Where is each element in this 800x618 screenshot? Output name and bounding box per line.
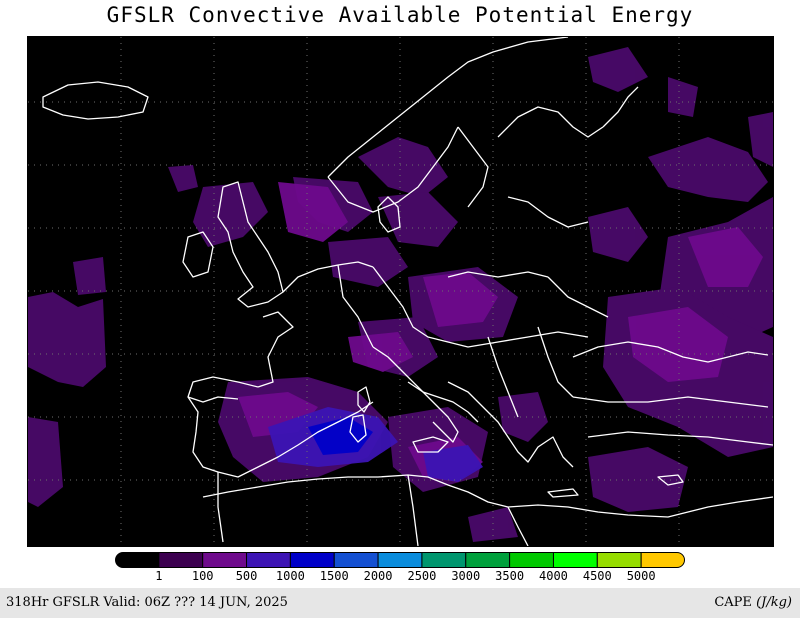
colorbar-tick-label: 1000: [275, 569, 305, 583]
colorbar-tick-label: 3500: [495, 569, 525, 583]
colorbar-segment: [115, 552, 160, 568]
colorbar-tick-label: 500: [235, 569, 258, 583]
colorbar-segment: [596, 552, 642, 568]
page-title: GFSLR Convective Available Potential Ene…: [106, 3, 694, 27]
colorbar-tick-label: 1: [155, 569, 163, 583]
colorbar-segment: [158, 552, 204, 568]
cape-shading: [28, 47, 773, 542]
map-panel[interactable]: [27, 36, 774, 547]
colorbar: [115, 552, 685, 568]
colorbar-segment: [421, 552, 467, 568]
colorbar-segment: [509, 552, 554, 568]
units-prefix: CAPE: [714, 595, 757, 610]
colorbar-segment: [465, 552, 511, 568]
colorbar-labels: 1 100 500 1000 1500 2000 2500 3000 3500 4000 4500 5…: [0, 569, 800, 585]
footer-bar: 318Hr GFSLR Valid: 06Z ??? 14 JUN, 2025 …: [0, 588, 800, 618]
colorbar-tick-label: 2500: [407, 569, 437, 583]
units-italic: (J/kg): [756, 595, 792, 610]
colorbar-segment: [552, 552, 598, 568]
title-bar: GFSLR Convective Available Potential Ene…: [0, 0, 800, 34]
colorbar-tick-label: 1500: [319, 569, 349, 583]
colorbar-segment: [377, 552, 423, 568]
colorbar-segment: [640, 552, 685, 568]
colorbar-segment: [289, 552, 335, 568]
colorbar-segment: [246, 552, 291, 568]
colorbar-tick-label: 3000: [451, 569, 481, 583]
lat-lon-grid: [28, 37, 773, 546]
colorbar-tick-label: 2000: [363, 569, 393, 583]
colorbar-segment: [202, 552, 248, 568]
colorbar-tick-label: 5000: [626, 569, 656, 583]
coastlines-borders: [42, 37, 773, 546]
colorbar-tick-label: 4500: [582, 569, 612, 583]
cape-map[interactable]: [28, 37, 773, 546]
colorbar-tick-label: 4000: [539, 569, 568, 583]
colorbar-tick-label: 100: [191, 569, 214, 583]
units-label: CAPE (J/kg): [714, 595, 792, 610]
valid-time-label: 318Hr GFSLR Valid: 06Z ??? 14 JUN, 2025: [6, 595, 288, 610]
colorbar-segment: [333, 552, 379, 568]
